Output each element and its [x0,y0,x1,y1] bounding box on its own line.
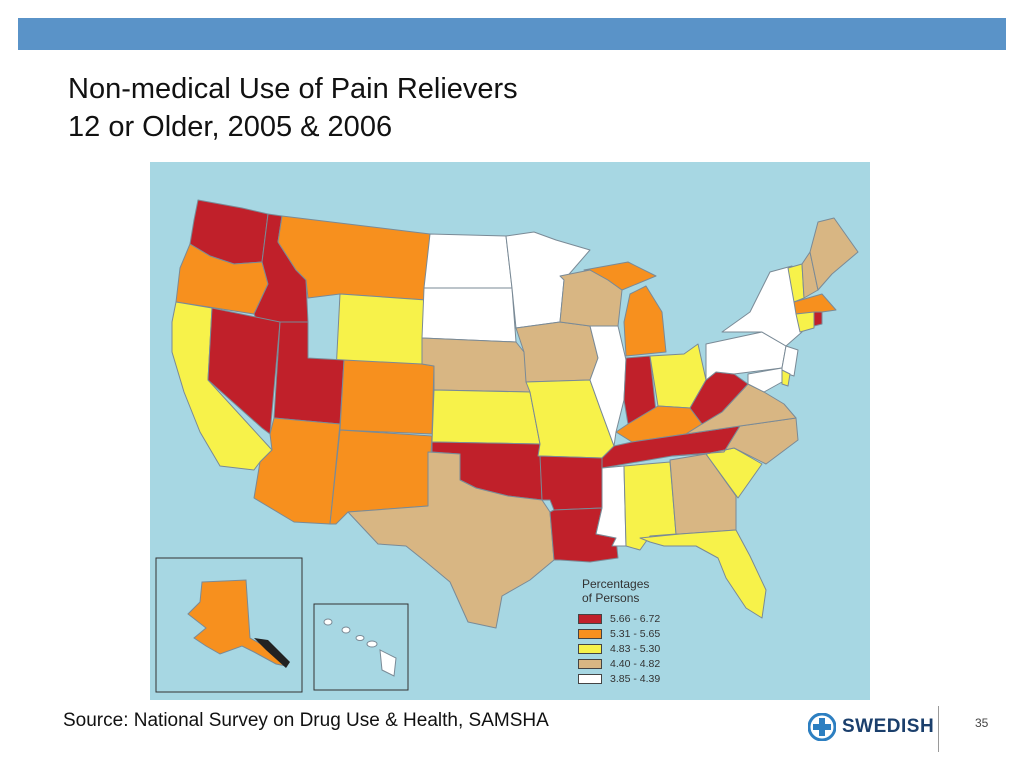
state-connecticut [795,311,815,333]
state-arkansas [539,455,603,511]
state-north-dakota [423,233,513,289]
hawaii-inset-box [313,603,409,691]
legend-label: 3.85 - 4.39 [610,672,661,685]
legend-label: 4.83 - 5.30 [610,642,661,655]
us-choropleth-map: Percentages of Persons 5.66 - 6.72 5.31 … [150,162,870,700]
map-legend: 5.66 - 6.72 5.31 - 5.65 4.83 - 5.30 4.40… [578,611,660,686]
state-arizona [253,417,341,525]
legend-item: 5.66 - 6.72 [578,611,660,626]
slide-title: Non-medical Use of Pain Relievers 12 or … [68,70,518,146]
legend-swatch [578,628,602,639]
state-colorado [339,359,435,435]
state-texas [347,451,555,629]
legend-title-line-1: Percentages [582,577,650,591]
state-nevada [207,307,281,435]
state-hawaii [323,618,397,677]
legend-label: 5.31 - 5.65 [610,627,661,640]
legend-swatch [578,658,602,669]
state-florida [639,529,767,619]
state-rhode-island [813,311,823,327]
state-maryland [747,367,783,393]
logo-text: SWEDISH [842,716,935,737]
swedish-cross-icon [808,713,836,741]
state-michigan-lower [623,285,667,357]
legend-swatch [578,673,602,684]
legend-item: 4.83 - 5.30 [578,641,660,656]
swedish-logo: SWEDISH [808,710,934,744]
legend-item: 3.85 - 4.39 [578,671,660,686]
map-svg [155,199,859,693]
legend-title-line-2: of Persons [582,591,640,605]
legend-item: 5.31 - 5.65 [578,626,660,641]
state-massachusetts [793,293,837,315]
legend-label: 4.40 - 4.82 [610,657,661,670]
legend-swatch [578,613,602,624]
legend-item: 4.40 - 4.82 [578,656,660,671]
footer-divider [938,706,939,752]
state-delaware [781,369,791,387]
title-line-1: Non-medical Use of Pain Relievers [68,73,518,105]
top-accent-bar [18,18,1006,50]
state-south-dakota [421,287,517,343]
source-citation: Source: National Survey on Drug Use & He… [63,710,549,731]
state-utah [273,321,345,425]
legend-title: Percentages of Persons [582,577,702,605]
legend-swatch [578,643,602,654]
legend-label: 5.66 - 6.72 [610,612,661,625]
alaska-panhandle [254,638,290,668]
page-number: 35 [975,716,989,730]
state-maine [809,217,859,291]
state-iowa [515,321,599,383]
state-illinois [589,325,627,447]
state-michigan [583,261,657,291]
state-nebraska [421,337,531,393]
state-kansas [431,389,541,445]
title-line-2: 12 or Older, 2005 & 2006 [68,111,393,143]
